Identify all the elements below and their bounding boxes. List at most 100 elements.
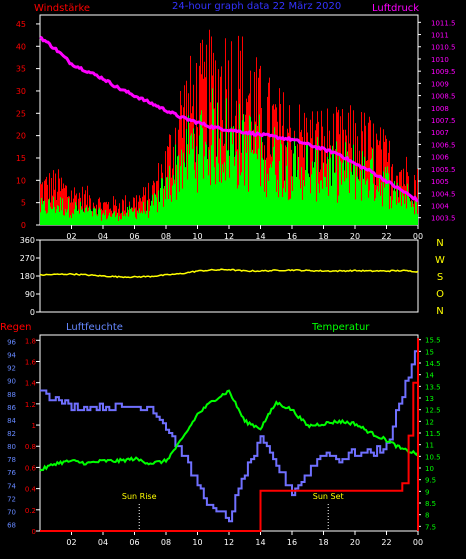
temperature-y-tick-label: 10 bbox=[425, 465, 434, 473]
pressure-y-tick-label: 1011.5 bbox=[431, 19, 456, 27]
humidity-y-tick-label: 82 bbox=[7, 430, 16, 438]
temperature-y-tick-label: 13 bbox=[425, 395, 434, 403]
pressure-y-tick-label: 1010.5 bbox=[431, 44, 456, 52]
wind-x-tick-label: 00 bbox=[413, 232, 423, 241]
wind-y-tick-label: 5 bbox=[21, 199, 26, 208]
temperature-y-tick-label: 10.5 bbox=[425, 453, 441, 461]
rain-y-tick-label: 0.4 bbox=[25, 486, 37, 494]
wind-x-tick-label: 02 bbox=[66, 232, 76, 241]
direction-y-tick-label: 0 bbox=[30, 308, 35, 317]
direction-y-tick-label: 270 bbox=[20, 254, 35, 263]
temperature-y-tick-label: 8 bbox=[425, 512, 429, 520]
rain-y-tick-label: 1.6 bbox=[25, 358, 37, 366]
humidity-axis-title: Luftfeuchte bbox=[66, 322, 123, 333]
rain-humidity-temperature-chart: 68 70 72 74 76 78 80 82 84 86 88 90 92 94 96 0 0.2 0.4 0.6… bbox=[7, 337, 441, 547]
wind-y-tick-label: 25 bbox=[16, 109, 26, 118]
temperature-y-tick-label: 9 bbox=[425, 488, 429, 496]
wind-direction-line bbox=[39, 268, 419, 279]
wind-y-tick-label: 40 bbox=[16, 42, 26, 51]
humidity-y-tick-label: 86 bbox=[7, 404, 16, 412]
humidity-y-tick-label: 68 bbox=[7, 521, 16, 529]
wind-x-tick-label: 04 bbox=[98, 232, 108, 241]
wind-y-tick-label: 20 bbox=[16, 132, 26, 141]
pressure-y-tick-label: 1008.5 bbox=[431, 93, 456, 101]
humidity-y-tick-label: 80 bbox=[7, 443, 16, 451]
climate-x-tick-label: 20 bbox=[350, 538, 360, 547]
temperature-y-tick-label: 12 bbox=[425, 418, 434, 426]
wind-pressure-chart: 0510152025303540451003.510041004.5100510… bbox=[16, 19, 456, 241]
pressure-y-tick-label: 1011 bbox=[431, 32, 449, 40]
humidity-y-tick-label: 88 bbox=[7, 391, 16, 399]
pressure-y-tick-label: 1005.5 bbox=[431, 166, 456, 174]
temperature-y-tick-label: 7.5 bbox=[425, 523, 436, 531]
climate-x-tick-label: 00 bbox=[413, 538, 423, 547]
wind-x-tick-label: 18 bbox=[318, 232, 328, 241]
wind-y-tick-label: 30 bbox=[16, 87, 26, 96]
pressure-y-tick-label: 1009.5 bbox=[431, 68, 456, 76]
wind-bars bbox=[40, 88, 418, 225]
rain-y-tick-label: 0.6 bbox=[25, 464, 37, 472]
rain-y-tick-label: 0.2 bbox=[25, 507, 36, 515]
humidity-y-tick-label: 76 bbox=[7, 469, 16, 477]
temperature-line bbox=[39, 389, 419, 472]
direction-y-tick-label: 180 bbox=[20, 272, 35, 281]
rain-y-tick-label: 1.4 bbox=[25, 380, 37, 388]
temperature-y-tick-label: 15.5 bbox=[425, 337, 441, 345]
humidity-y-tick-label: 70 bbox=[7, 508, 16, 516]
compass-label: N bbox=[436, 306, 443, 317]
climate-x-tick-label: 18 bbox=[318, 538, 328, 547]
pressure-y-tick-label: 1004.5 bbox=[431, 190, 456, 198]
direction-y-tick-label: 90 bbox=[25, 290, 35, 299]
humidity-y-tick-label: 92 bbox=[7, 365, 16, 373]
wind-x-tick-label: 06 bbox=[129, 232, 139, 241]
pressure-y-tick-label: 1004 bbox=[431, 202, 449, 210]
rain-y-tick-label: 1.8 bbox=[25, 337, 36, 345]
temperature-axis-title: Temperatur bbox=[311, 322, 370, 333]
wind-y-tick-label: 10 bbox=[16, 176, 26, 185]
climate-x-tick-label: 08 bbox=[161, 538, 171, 547]
temperature-y-tick-label: 11 bbox=[425, 442, 434, 450]
sun-annotation: Sun Set bbox=[313, 492, 344, 501]
humidity-line bbox=[40, 341, 419, 523]
temperature-y-tick-label: 13.5 bbox=[425, 383, 441, 391]
climate-x-tick-label: 02 bbox=[66, 538, 76, 547]
chart-date-title: 24-hour graph data 22 März 2020 bbox=[172, 1, 341, 12]
climate-x-tick-label: 22 bbox=[381, 538, 391, 547]
humidity-y-tick-label: 84 bbox=[7, 417, 16, 425]
direction-y-tick-label: 360 bbox=[20, 236, 35, 245]
climate-x-tick-label: 12 bbox=[224, 538, 234, 547]
climate-x-tick-label: 16 bbox=[287, 538, 297, 547]
compass-label: O bbox=[436, 289, 444, 300]
pressure-line bbox=[39, 35, 419, 203]
humidity-y-tick-label: 74 bbox=[7, 482, 16, 490]
wind-y-tick-label: 15 bbox=[16, 154, 26, 163]
pressure-y-tick-label: 1006.5 bbox=[431, 141, 456, 149]
humidity-y-tick-label: 78 bbox=[7, 456, 16, 464]
wind-y-tick-label: 45 bbox=[16, 20, 26, 29]
temperature-y-tick-label: 15 bbox=[425, 348, 434, 356]
humidity-y-tick-label: 96 bbox=[7, 339, 16, 347]
humidity-y-tick-label: 72 bbox=[7, 495, 16, 503]
wind-axis-title: Windstärke bbox=[34, 3, 90, 14]
climate-x-tick-label: 04 bbox=[98, 538, 108, 547]
pressure-y-tick-label: 1006 bbox=[431, 154, 449, 162]
climate-x-tick-label: 06 bbox=[129, 538, 139, 547]
rain-line bbox=[40, 338, 419, 532]
compass-label: N bbox=[436, 238, 443, 249]
compass-label: W bbox=[435, 255, 445, 266]
compass-label: S bbox=[437, 272, 443, 283]
pressure-y-tick-label: 1003.5 bbox=[431, 215, 456, 223]
pressure-y-tick-label: 1009 bbox=[431, 80, 449, 88]
sun-annotation: Sun Rise bbox=[122, 492, 157, 501]
wind-x-tick-label: 10 bbox=[192, 232, 202, 241]
humidity-y-tick-label: 90 bbox=[7, 378, 16, 386]
rain-axis-title: Regen bbox=[0, 322, 32, 333]
pressure-y-tick-label: 1010 bbox=[431, 56, 449, 64]
wind-x-tick-label: 22 bbox=[381, 232, 391, 241]
pressure-y-tick-label: 1008 bbox=[431, 105, 449, 113]
rain-y-tick-label: 1 bbox=[32, 422, 36, 430]
temperature-y-tick-label: 8.5 bbox=[425, 500, 436, 508]
